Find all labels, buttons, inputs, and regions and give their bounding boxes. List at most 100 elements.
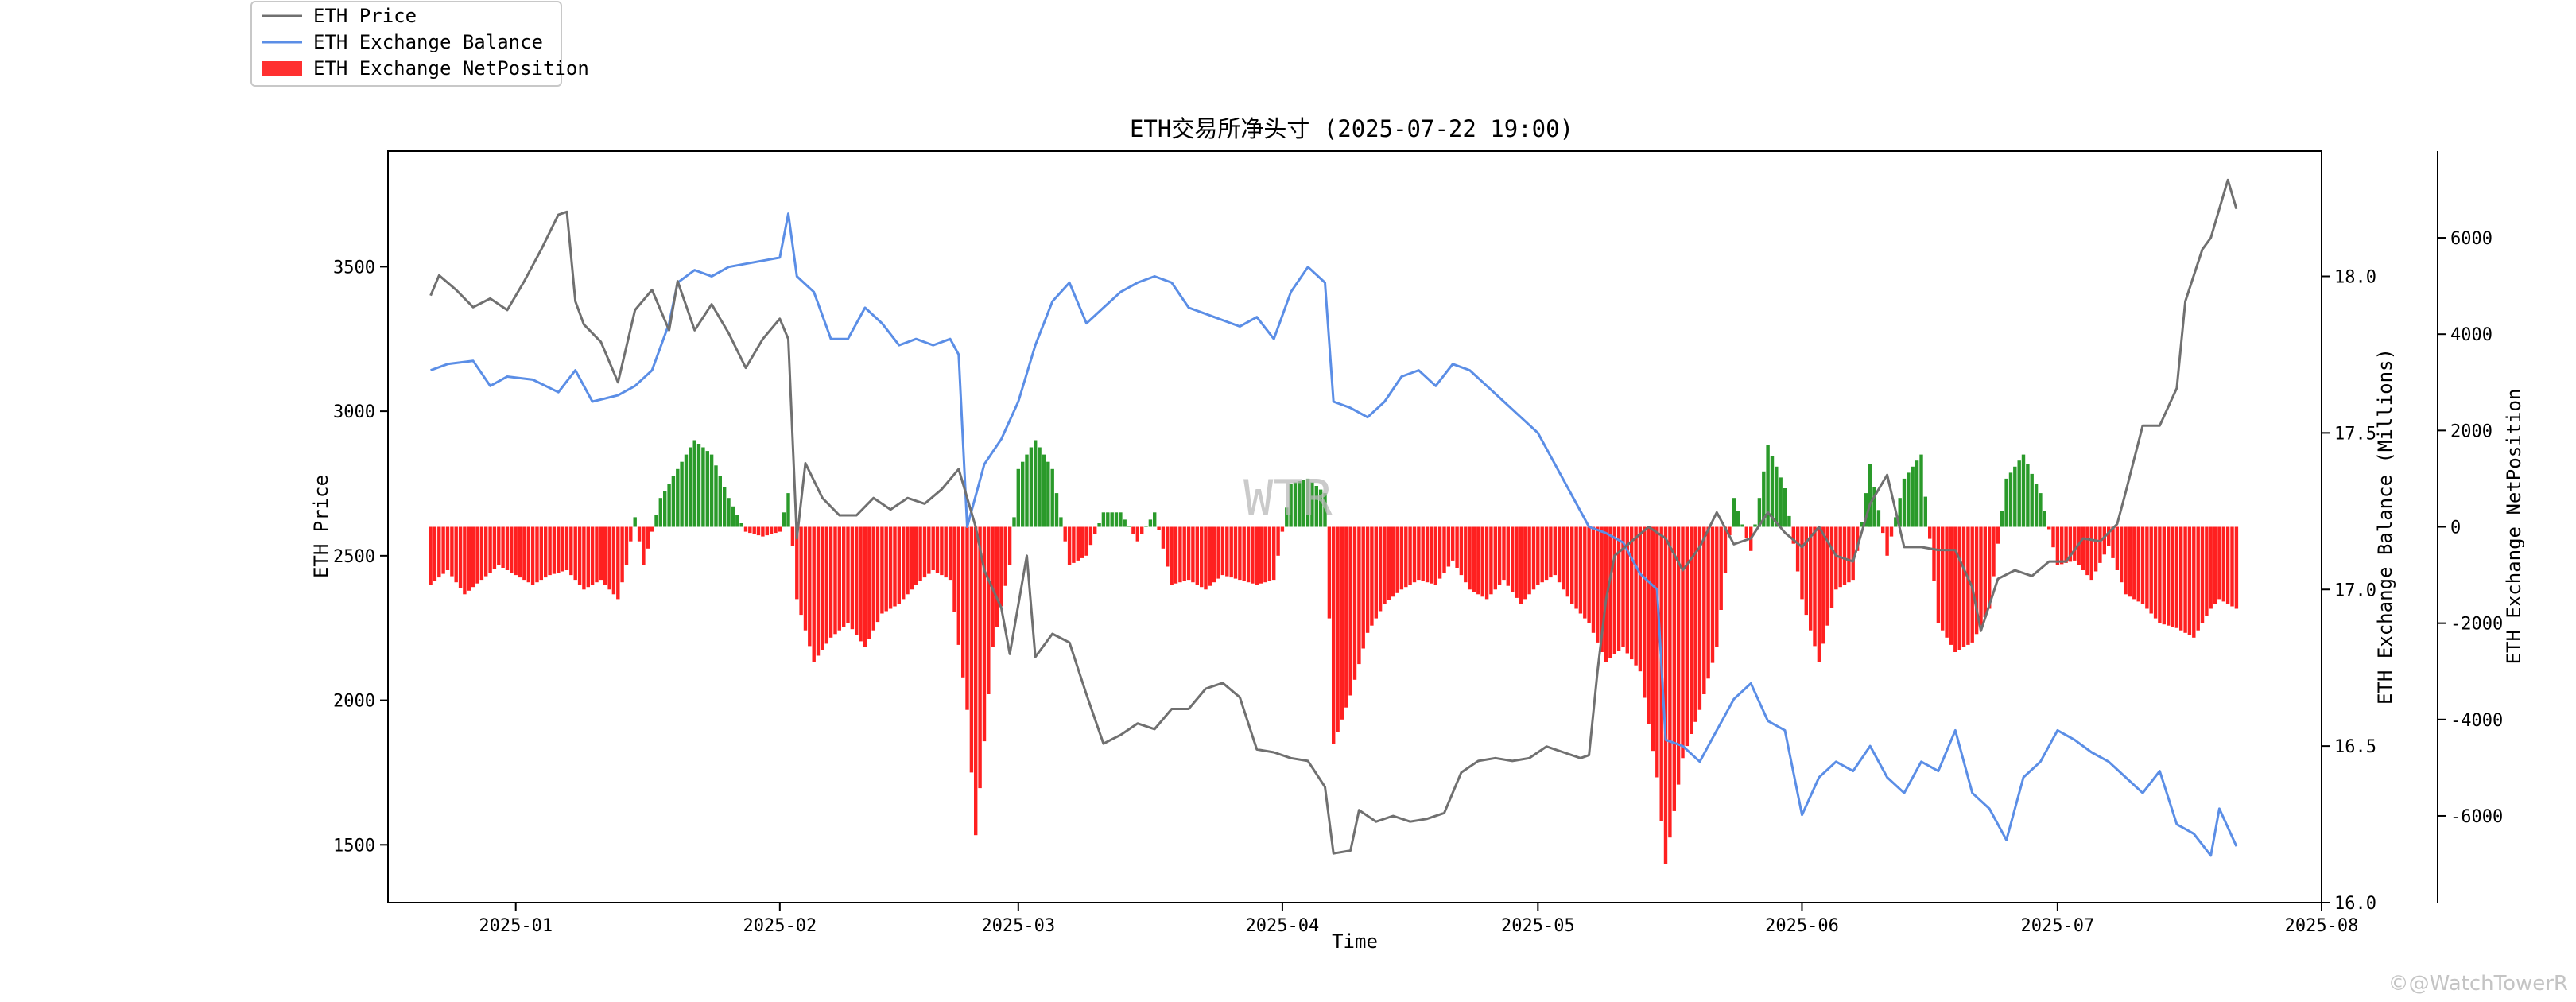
netposition-bar bbox=[1860, 522, 1864, 527]
netposition-bar bbox=[1974, 526, 1979, 635]
netposition-bar bbox=[846, 526, 850, 623]
netposition-bar bbox=[1093, 526, 1097, 534]
netposition-bar bbox=[1097, 523, 1101, 527]
netposition-bar bbox=[680, 461, 684, 527]
netposition-bar bbox=[467, 526, 471, 591]
netposition-bar bbox=[1455, 526, 1459, 568]
netposition-bar bbox=[1697, 526, 1702, 710]
netposition-bar bbox=[1625, 526, 1629, 654]
netposition-bar bbox=[624, 526, 629, 565]
balance-tick-label: 17.5 bbox=[2334, 424, 2376, 444]
netposition-bar bbox=[526, 526, 530, 583]
netposition-bar bbox=[2004, 478, 2008, 527]
netposition-bar bbox=[1915, 460, 1919, 527]
netposition-bar bbox=[586, 526, 590, 588]
price-tick-label: 2000 bbox=[333, 692, 375, 712]
netposition-bar bbox=[1923, 496, 1927, 527]
netposition-bar bbox=[1361, 526, 1365, 649]
netposition-bar bbox=[701, 447, 705, 527]
netposition-bar bbox=[2153, 526, 2158, 619]
netposition-bar bbox=[1800, 526, 1804, 600]
netposition-bar bbox=[884, 526, 888, 612]
netposition-bar bbox=[1817, 526, 1821, 662]
netposition-bar bbox=[654, 515, 658, 527]
netposition-bar bbox=[906, 526, 910, 595]
netposition-bar bbox=[2085, 526, 2089, 576]
netposition-bar bbox=[2192, 526, 2196, 638]
netposition-bar bbox=[999, 526, 1003, 607]
eth-price-line bbox=[429, 178, 2238, 855]
netposition-bar bbox=[914, 526, 918, 585]
balance-tick-label: 16.0 bbox=[2334, 894, 2376, 914]
netposition-bar bbox=[557, 526, 561, 573]
netposition-bars bbox=[429, 440, 2239, 864]
legend-entry-netposition: ETH Exchange NetPosition bbox=[313, 57, 589, 80]
netposition-bar bbox=[564, 526, 569, 570]
netposition-tick-label: -4000 bbox=[2450, 711, 2503, 731]
netposition-bar bbox=[1855, 526, 1860, 551]
netposition-bar bbox=[1511, 526, 1515, 592]
netposition-bar bbox=[944, 526, 948, 578]
netposition-bar bbox=[1430, 526, 1433, 584]
netposition-bar bbox=[1690, 526, 1693, 734]
netposition-bar bbox=[1502, 526, 1506, 581]
netposition-bar bbox=[1685, 526, 1689, 747]
netposition-bar bbox=[2089, 526, 2093, 581]
netposition-bar bbox=[922, 526, 927, 578]
netposition-bar bbox=[1327, 526, 1332, 619]
netposition-bar bbox=[505, 526, 510, 570]
netposition-tick-label: -6000 bbox=[2450, 807, 2503, 827]
netposition-tick-label: 0 bbox=[2450, 518, 2461, 538]
netposition-bar bbox=[689, 447, 692, 527]
netposition-bar bbox=[1872, 487, 1876, 527]
netposition-bar bbox=[637, 526, 642, 542]
netposition-bar bbox=[2055, 526, 2060, 565]
netposition-bar bbox=[1621, 526, 1625, 647]
netposition-bar bbox=[1378, 526, 1383, 612]
netposition-bar bbox=[1084, 526, 1088, 556]
netposition-bar bbox=[2043, 511, 2046, 527]
netposition-bar bbox=[2124, 526, 2128, 595]
netposition-bar bbox=[808, 526, 812, 647]
netposition-bar bbox=[1076, 526, 1080, 561]
wtr-watermark: WTR bbox=[1243, 469, 1333, 527]
netposition-bar bbox=[918, 526, 922, 581]
netposition-bar bbox=[539, 526, 543, 581]
netposition-bar bbox=[2030, 473, 2034, 527]
netposition-bar bbox=[1046, 461, 1050, 527]
netposition-bar bbox=[863, 526, 867, 647]
netposition-bar bbox=[897, 526, 901, 604]
netposition-bar bbox=[761, 526, 765, 537]
netposition-bar bbox=[1305, 478, 1310, 527]
netposition-bar bbox=[935, 526, 940, 573]
netposition-bar bbox=[2174, 526, 2179, 628]
netposition-bar bbox=[2179, 526, 2183, 631]
netposition-bar bbox=[1676, 526, 1681, 785]
netposition-bar bbox=[1042, 454, 1046, 527]
netposition-bar bbox=[1348, 526, 1352, 696]
netposition-bar bbox=[1298, 481, 1302, 527]
balance-tick-label: 16.5 bbox=[2334, 737, 2376, 757]
netposition-bar bbox=[2149, 526, 2153, 614]
netposition-bar bbox=[752, 526, 756, 534]
netposition-bar bbox=[1267, 526, 1272, 581]
netposition-bar bbox=[1050, 468, 1054, 527]
netposition-bar bbox=[875, 526, 880, 623]
netposition-bar bbox=[1484, 526, 1489, 600]
netposition-bar bbox=[1088, 526, 1093, 546]
netposition-bar bbox=[1054, 493, 1059, 527]
netposition-bar bbox=[1936, 526, 1941, 623]
netposition-bar bbox=[1587, 526, 1591, 623]
netposition-bar bbox=[816, 526, 821, 656]
netposition-bar bbox=[1885, 526, 1889, 556]
netposition-bar bbox=[1399, 526, 1404, 590]
netposition-bar bbox=[1902, 478, 1907, 527]
netposition-bar bbox=[1276, 526, 1280, 556]
legend-entry-price: ETH Price bbox=[313, 5, 417, 27]
netposition-bar bbox=[956, 526, 960, 645]
netposition-bar bbox=[1157, 526, 1161, 530]
netposition-bar bbox=[1289, 484, 1293, 527]
netposition-bar bbox=[931, 526, 935, 570]
netposition-tick-label: 2000 bbox=[2450, 421, 2493, 441]
netposition-bar bbox=[1472, 526, 1476, 592]
